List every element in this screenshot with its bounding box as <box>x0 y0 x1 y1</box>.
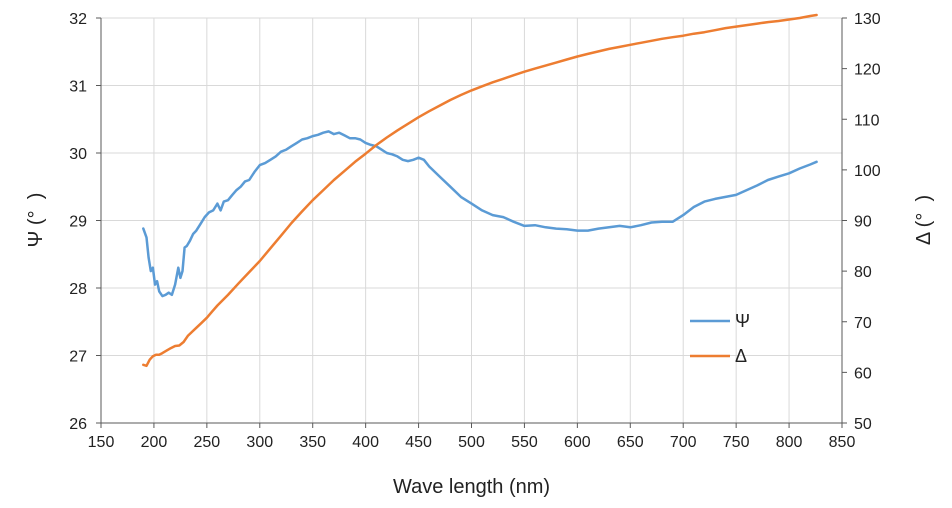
legend-label-psi: Ψ <box>735 311 750 331</box>
x-tick-label: 550 <box>511 434 538 451</box>
left-tick-label: 28 <box>69 281 87 298</box>
right-tick-label: 70 <box>854 315 872 332</box>
x-tick-label: 350 <box>299 434 326 451</box>
x-tick-label: 150 <box>88 434 115 451</box>
right-tick-label: 120 <box>854 62 881 79</box>
x-tick-label: 500 <box>458 434 485 451</box>
series-line-psi <box>142 130 818 298</box>
left-tick-label: 26 <box>69 416 87 433</box>
right-tick-label: 130 <box>854 11 881 28</box>
left-tick-label: 32 <box>69 11 87 28</box>
left-tick-label: 31 <box>69 79 87 96</box>
right-tick-label: 110 <box>854 112 880 129</box>
x-tick-label: 650 <box>617 434 644 451</box>
left-tick-label: 27 <box>69 349 87 366</box>
x-tick-label: 250 <box>194 434 221 451</box>
legend: Ψ Δ <box>690 311 750 366</box>
x-tick-label: 300 <box>246 434 273 451</box>
x-tick-label: 600 <box>564 434 591 451</box>
legend-label-delta: Δ <box>735 346 747 366</box>
right-tick-label: 90 <box>854 214 872 231</box>
x-tick-label: 850 <box>829 434 856 451</box>
left-tick-label: 29 <box>69 214 87 231</box>
x-tick-label: 750 <box>723 434 750 451</box>
x-tick-label: 800 <box>776 434 803 451</box>
x-tick-label: 700 <box>670 434 697 451</box>
x-tick-label: 200 <box>141 434 168 451</box>
right-tick-label: 80 <box>854 264 872 281</box>
grid-lines <box>101 17 842 423</box>
left-axis-title: Ψ (° ) <box>25 193 47 248</box>
right-tick-label: 100 <box>854 163 881 180</box>
tick-labels: 150 200 250 300 350 400 450 500 550 600 650 700 750 8… <box>69 11 881 451</box>
x-tick-label: 400 <box>352 434 379 451</box>
x-tick-label: 450 <box>405 434 432 451</box>
right-tick-label: 50 <box>854 416 872 433</box>
x-axis-title: Wave length (nm) <box>393 476 550 498</box>
left-tick-label: 30 <box>69 146 87 163</box>
series-lines <box>142 13 818 368</box>
right-axis-title: Δ (° ) <box>913 195 935 245</box>
series-line-delta <box>142 13 818 368</box>
right-tick-label: 60 <box>854 365 872 382</box>
